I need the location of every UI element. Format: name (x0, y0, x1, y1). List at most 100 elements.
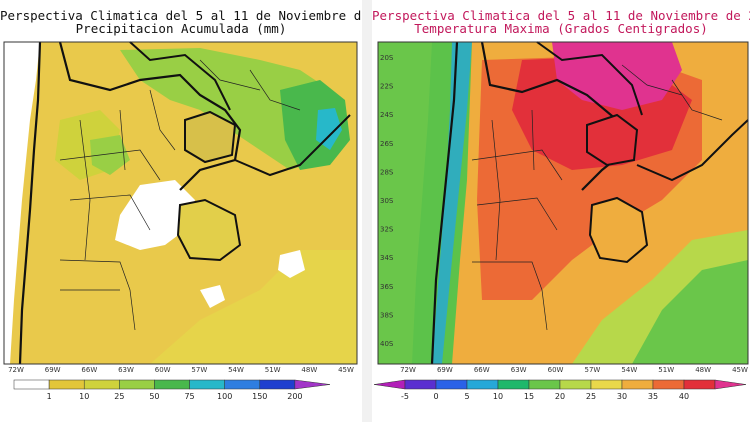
precip-title-line1: Perspectiva Climatica del 5 al 11 de Nov… (0, 8, 407, 23)
temp-lat-tick-40s: 40S (380, 340, 394, 348)
precip-colorbar-label-0: 1 (47, 392, 52, 401)
precip-lon-tick-45w: 45W (338, 366, 354, 374)
green-rain-area-northeast (280, 80, 350, 170)
temp-colorbar-swatch-10 (683, 379, 716, 390)
bolivia-paraguay-border (129, 41, 231, 111)
temp-lat-tick-32s: 32S (380, 226, 394, 234)
temp-title-line2: Temperatura Maxima (Grados Centigrados) (414, 21, 708, 36)
temp-lon-tick-45w: 45W (732, 366, 748, 374)
temperature-map-panel: Perspectiva Climatica del 5 al 11 de Nov… (372, 0, 750, 422)
precip-colorbar-label-6: 150 (252, 392, 267, 401)
temp-lon-tick-69w: 69W (437, 366, 453, 374)
temp-lat-tick-36s: 36S (380, 283, 394, 291)
temp-colorbar-label-7: 30 (617, 392, 627, 401)
temp-lat-tick-30s: 30S (380, 197, 394, 205)
temp-lon-tick-54w: 54W (621, 366, 637, 374)
temp-colorbar-swatch-8 (621, 379, 654, 390)
temp-colorbar-swatch-1 (404, 379, 437, 390)
temp-colorbar-label-4: 15 (524, 392, 534, 401)
precip-colorbar-swatch-0 (13, 379, 50, 390)
temp-lon-tick-60w: 60W (548, 366, 564, 374)
precip-lon-tick-66w: 66W (81, 366, 97, 374)
precip-lon-tick-63w: 63W (118, 366, 134, 374)
temp-lat-tick-24s: 24S (380, 111, 394, 119)
temp-colorbar-label-8: 35 (648, 392, 658, 401)
precip-lon-tick-51w: 51W (265, 366, 281, 374)
precip-colorbar-swatch-3 (119, 379, 155, 390)
temp-lat-tick-20s: 20S (380, 54, 394, 62)
temp-colorbar-label-1: 0 (433, 392, 438, 401)
province-borders (59, 59, 301, 331)
temp-lat-tick-26s: 26S (380, 140, 394, 148)
precip-longitude-ticks: 72W 69W 66W 63W 60W 57W 54W 51W 48W 45W (8, 366, 354, 374)
temp-colorbar-label-5: 20 (555, 392, 565, 401)
andes-cold-strip (432, 42, 472, 364)
temp-longitude-ticks: 72W 69W 66W 63W 60W 57W 54W 51W 48W 45W (400, 366, 748, 374)
precip-lon-tick-72w: 72W (8, 366, 24, 374)
temp-lon-tick-63w: 63W (511, 366, 527, 374)
misiones-region (184, 110, 237, 164)
precip-colorbar-label-4: 75 (184, 392, 194, 401)
temp-colorbar-swatch-0 (373, 379, 406, 390)
precip-colorbar-label-3: 50 (149, 392, 159, 401)
temp-colorbar-swatch-11 (714, 379, 747, 390)
temp-chile-argentina-border (430, 41, 459, 365)
temp-bolivia-paraguay-border (536, 41, 643, 116)
temp-colorbar-label-3: 10 (493, 392, 503, 401)
temp-lon-tick-66w: 66W (474, 366, 490, 374)
temp-colorbar-label-0: -5 (401, 392, 409, 401)
precip-colorbar-swatch-7 (259, 379, 296, 390)
precip-colorbar-label-1: 10 (79, 392, 89, 401)
precip-lon-tick-57w: 57W (191, 366, 207, 374)
temp-lat-tick-38s: 38S (380, 311, 394, 319)
chile-argentina-border (18, 41, 42, 365)
temp-colorbar-label-6: 25 (586, 392, 596, 401)
precip-colorbar-label-5: 100 (217, 392, 232, 401)
uruguay-region (176, 198, 242, 262)
precip-colorbar: 1 10 25 50 75 100 150 200 (13, 379, 331, 401)
ocean-cool-area (632, 260, 748, 364)
temp-lon-tick-48w: 48W (695, 366, 711, 374)
precip-colorbar-swatch-1 (48, 379, 85, 390)
andes-cool-band (378, 42, 432, 364)
temp-colorbar: -5 0 5 10 15 20 25 30 35 40 (373, 379, 747, 401)
precipitation-map-panel: Perspectiva Climatica del 5 al 11 de Nov… (0, 0, 407, 422)
temp-latitude-ticks: 20S 22S 24S 26S 28S 30S 32S 34S 36S 38S 40S (380, 54, 394, 348)
temp-misiones-region (586, 113, 639, 167)
precipitation-map-svg: 72W 69W 66W 63W 60W 57W 54W 51W 48W 45W 1 10 25 50 75… (3, 41, 358, 401)
dry-spot-south (200, 285, 225, 308)
precip-map-frame (3, 41, 358, 365)
green-spot-west (90, 135, 130, 175)
temp-colorbar-swatch-7 (590, 379, 623, 390)
precip-colorbar-swatch-2 (83, 379, 120, 390)
precip-lon-tick-69w: 69W (45, 366, 61, 374)
temp-lon-tick-72w: 72W (400, 366, 416, 374)
temp-province-borders (471, 64, 723, 331)
precip-colorbar-swatch-5 (189, 379, 225, 390)
precip-lon-tick-48w: 48W (301, 366, 317, 374)
temp-lon-tick-57w: 57W (585, 366, 601, 374)
temp-colorbar-label-9: 40 (679, 392, 689, 401)
temp-uruguay-region (588, 196, 649, 264)
temp-colorbar-swatch-9 (652, 379, 685, 390)
argentina-north-border (58, 41, 242, 191)
precip-colorbar-swatch-8 (294, 379, 331, 390)
temp-lat-tick-28s: 28S (380, 168, 394, 176)
atlantic-ocean-area (150, 250, 357, 364)
temp-lon-tick-51w: 51W (658, 366, 674, 374)
panel-divider (362, 0, 372, 422)
temp-lat-tick-34s: 34S (380, 254, 394, 262)
dry-spot-east (278, 250, 305, 278)
precip-colorbar-swatch-4 (154, 379, 190, 390)
temp-brazil-coast-border (636, 119, 749, 182)
precip-title-line2: Precipitacion Acumulada (mm) (75, 21, 287, 36)
precip-lon-tick-54w: 54W (228, 366, 244, 374)
precip-lon-tick-60w: 60W (155, 366, 171, 374)
brazil-coast-border (234, 114, 351, 177)
temp-colorbar-swatch-2 (435, 379, 468, 390)
temp-map-frame (377, 41, 749, 365)
precip-colorbar-label-2: 25 (114, 392, 124, 401)
temp-colorbar-label-2: 5 (464, 392, 469, 401)
temp-title-line1: Perspectiva Climatica del 5 al 11 de Nov… (372, 8, 750, 23)
precip-colorbar-swatch-6 (224, 379, 261, 390)
